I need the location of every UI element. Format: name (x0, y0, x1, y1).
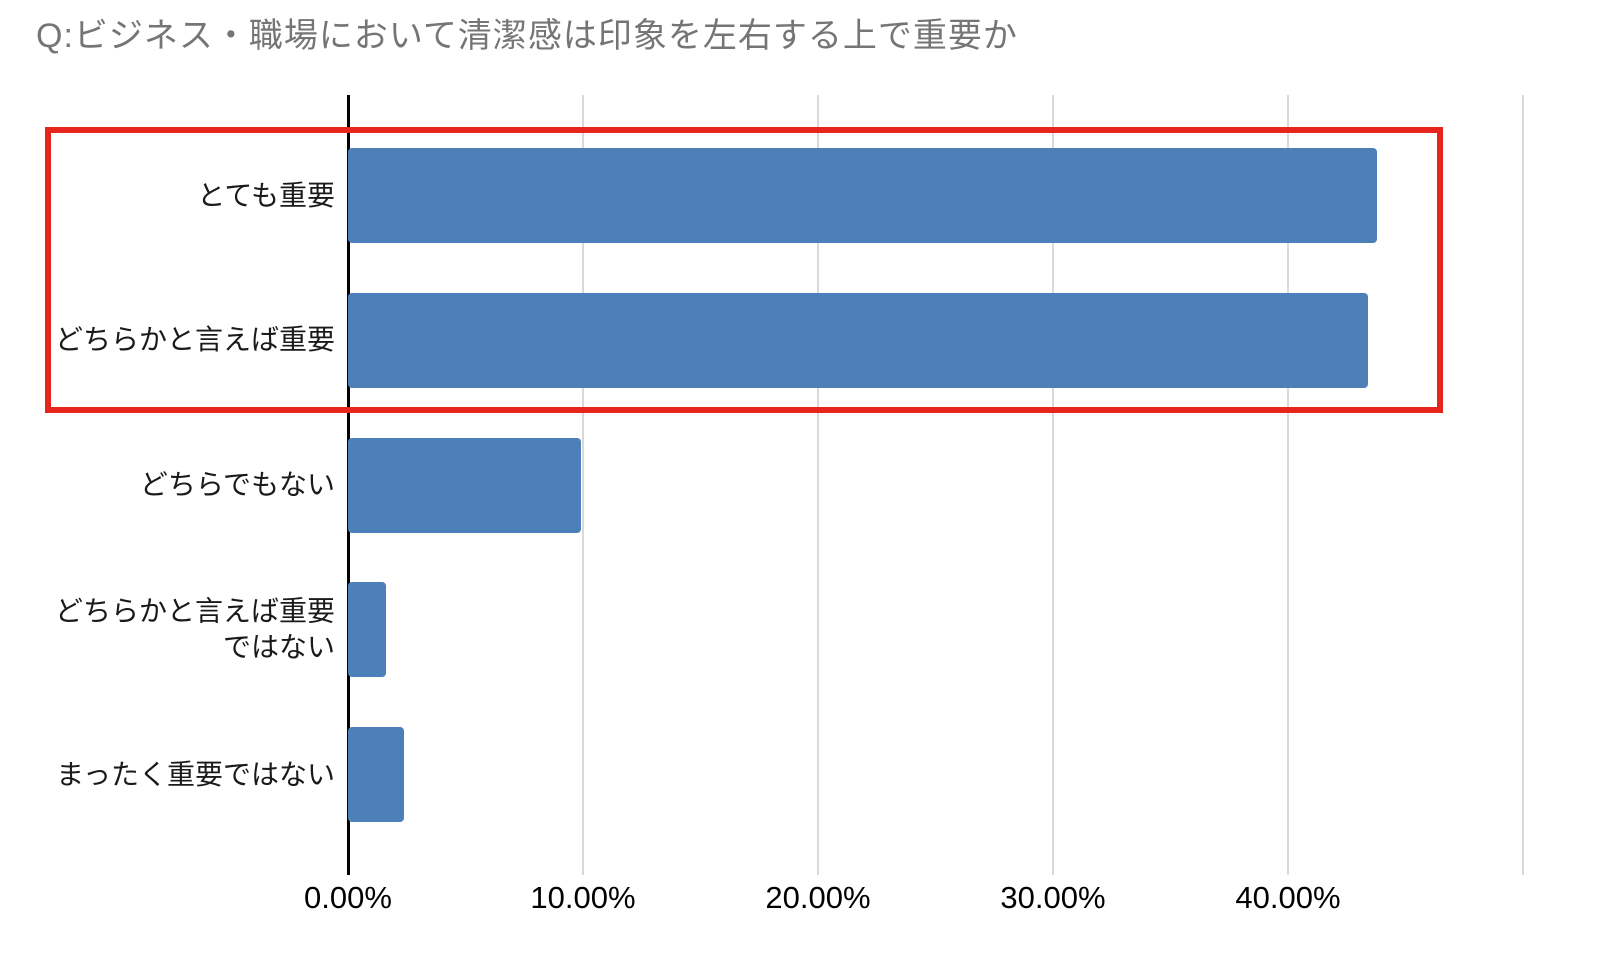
bar-0 (348, 148, 1378, 243)
category-label-1: どちらかと言えば重要 (54, 324, 335, 356)
category-label-2: どちらでもない (139, 468, 335, 500)
bar-4 (348, 727, 405, 822)
x-tick-label-1: 10.00% (530, 880, 636, 915)
gridline (582, 95, 584, 875)
x-tick-label-2: 20.00% (765, 880, 871, 915)
x-tick-label-0: 0.00% (304, 880, 392, 915)
bar-1 (348, 292, 1368, 388)
gridline (817, 95, 819, 875)
bar-3 (348, 582, 386, 678)
gridline (1522, 95, 1524, 875)
category-label-0: とても重要 (197, 179, 335, 211)
gridline (1052, 95, 1054, 875)
chart-title: Q:ビジネス・職場において清潔感は印象を左右する上で重要か (36, 17, 1018, 55)
x-tick-label-4: 40.00% (1235, 880, 1341, 915)
category-label-4: まったく重要ではない (56, 758, 335, 790)
gridline (1287, 95, 1289, 875)
bar-2 (348, 437, 581, 533)
category-label-3: どちらかと言えば重要ではない (54, 595, 335, 663)
x-tick-label-3: 30.00% (1000, 880, 1106, 915)
